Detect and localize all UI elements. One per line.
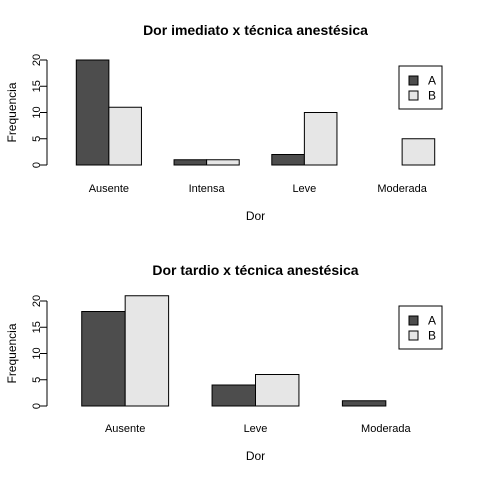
chart-title: Dor tardio x técnica anestésica bbox=[152, 262, 358, 278]
category-label: Leve bbox=[292, 183, 316, 195]
y-tick-label: 15 bbox=[31, 80, 43, 92]
bar-ausente-b bbox=[125, 296, 168, 406]
bar-ausente-a bbox=[76, 60, 109, 165]
legend-swatch bbox=[409, 76, 418, 85]
x-axis-label: Dor bbox=[246, 449, 265, 463]
y-tick-label: 10 bbox=[31, 347, 43, 359]
legend: AB bbox=[399, 66, 442, 109]
legend-box bbox=[399, 66, 442, 109]
y-tick-label: 20 bbox=[31, 295, 43, 307]
legend: AB bbox=[399, 306, 442, 349]
legend-swatch bbox=[409, 331, 418, 340]
category-label: Moderada bbox=[377, 183, 427, 195]
bar-leve-a bbox=[272, 155, 305, 166]
chart-dor-tardio: Dor tardio x técnica anestésica 0 5 10 15 20 F… bbox=[5, 262, 442, 463]
category-label: Intensa bbox=[189, 183, 226, 195]
y-tick-label: 10 bbox=[31, 106, 43, 118]
x-axis-label: Dor bbox=[246, 209, 265, 223]
y-tick-label: 5 bbox=[31, 377, 43, 383]
bar-leve-a bbox=[212, 385, 255, 406]
legend-entry: B bbox=[428, 89, 436, 103]
y-axis-label: Frequencia bbox=[5, 82, 19, 142]
bar-leve-b bbox=[304, 113, 337, 166]
y-tick-label: 0 bbox=[31, 162, 43, 168]
y-tick-label: 20 bbox=[31, 54, 43, 66]
bar-intensa-a bbox=[174, 160, 207, 165]
category-label: Ausente bbox=[105, 423, 145, 435]
category-label: Leve bbox=[244, 423, 268, 435]
legend-swatch bbox=[409, 91, 418, 100]
y-tick-label: 5 bbox=[31, 136, 43, 142]
chart-title: Dor imediato x técnica anestésica bbox=[143, 22, 368, 38]
y-axis-label: Frequencia bbox=[5, 323, 19, 383]
bar-leve-b bbox=[256, 375, 299, 407]
bar-intensa-b bbox=[207, 160, 240, 165]
y-tick-label: 0 bbox=[31, 403, 43, 409]
bar-ausente-b bbox=[109, 107, 142, 165]
category-label: Ausente bbox=[89, 183, 129, 195]
category-label: Moderada bbox=[361, 423, 411, 435]
bar-moderada-b bbox=[402, 139, 435, 165]
chart-dor-imediato: Dor imediato x técnica anestésica 0 5 10 15 2… bbox=[5, 22, 442, 223]
legend-entry: A bbox=[428, 74, 436, 88]
bar-moderada-a bbox=[342, 401, 385, 406]
legend-entry: B bbox=[428, 329, 436, 343]
legend-swatch bbox=[409, 316, 418, 325]
legend-box bbox=[399, 306, 442, 349]
bar-ausente-a bbox=[82, 312, 125, 407]
legend-entry: A bbox=[428, 314, 436, 328]
y-tick-label: 15 bbox=[31, 321, 43, 333]
